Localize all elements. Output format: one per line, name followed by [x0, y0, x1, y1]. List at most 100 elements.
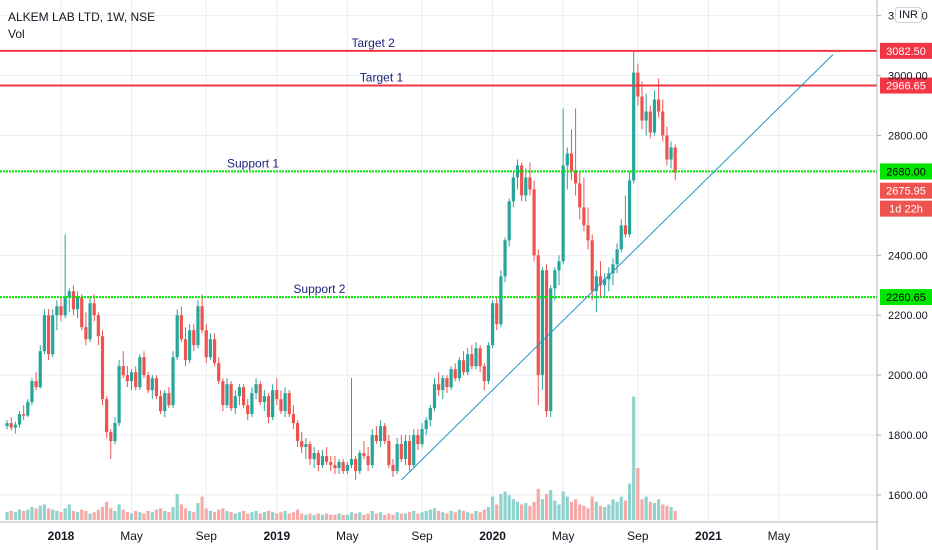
current-price-label: 2675.95 [886, 186, 926, 198]
candle-body [412, 435, 416, 466]
volume-bar [229, 512, 233, 520]
volume-bar [51, 509, 55, 520]
candle-body [441, 378, 445, 391]
volume-bar [59, 512, 63, 520]
candle-body [229, 384, 233, 409]
volume-bar [183, 508, 188, 520]
candle-body [383, 426, 387, 442]
volume-bar [495, 504, 499, 520]
candle-body [470, 354, 474, 367]
volume-bar [403, 513, 408, 520]
volume-bar [408, 512, 412, 520]
volume-bar [499, 494, 503, 520]
volume-bar [358, 512, 362, 520]
candle-body [387, 441, 391, 466]
volume-bar [22, 510, 26, 520]
volume-bar [92, 512, 96, 520]
volume-bar [399, 513, 403, 520]
volume-bar [55, 510, 59, 520]
candle-body [246, 405, 250, 415]
volume-bar [287, 513, 291, 520]
volume-bar [26, 509, 30, 520]
candle-body [138, 357, 142, 388]
trendline-group[interactable] [400, 54, 834, 481]
volume-bar [258, 513, 262, 520]
candle-body [478, 348, 482, 367]
candle-body [30, 381, 34, 403]
volume-bar [308, 513, 312, 520]
volume-bar [536, 488, 540, 520]
volume-bar [594, 501, 598, 520]
currency-badge[interactable]: INR [895, 7, 922, 23]
volume-bar [466, 512, 470, 520]
volume-bar [212, 512, 217, 520]
volume-bar [225, 510, 229, 520]
volume-bar [117, 504, 121, 520]
volume-bar [383, 514, 387, 520]
candle-body [188, 330, 192, 361]
candle-body [233, 396, 237, 409]
candle-body [212, 339, 217, 364]
volume-bar [105, 501, 109, 520]
volume-bar [565, 496, 569, 520]
candle-body [474, 348, 478, 367]
candle-body [117, 366, 121, 424]
volume-bar [192, 512, 196, 520]
volume-bar [449, 510, 453, 520]
volume-bar [619, 496, 623, 520]
volume-bar [30, 507, 34, 520]
volume-bar [603, 507, 607, 520]
candle-body [100, 336, 105, 400]
trendline[interactable] [400, 54, 834, 481]
candle-body [574, 171, 578, 184]
candle-body [586, 225, 590, 241]
candle-body [648, 111, 652, 133]
volume-bar [142, 513, 146, 520]
candle-body [146, 375, 150, 391]
time-tick-label: May [120, 529, 143, 543]
volume-bar [167, 512, 171, 520]
candle-body [88, 303, 92, 340]
candle-body [657, 99, 661, 112]
volume-bar [586, 508, 590, 520]
volume-bar [179, 504, 183, 520]
candle-body [59, 306, 63, 316]
candle-body [26, 402, 30, 416]
candle-body [673, 147, 677, 173]
candle-body [109, 432, 113, 442]
countdown-label: 1d 22h [889, 204, 923, 216]
volume-bar [121, 509, 125, 520]
candle-body [495, 303, 499, 325]
candle-body [536, 255, 540, 376]
candle-body [258, 384, 262, 403]
candle-body [374, 435, 378, 442]
candle-body [80, 297, 84, 328]
volume-bar [623, 500, 627, 520]
candle-body [287, 393, 291, 415]
candle-body [304, 444, 308, 448]
volume-bar [233, 513, 237, 520]
candle-body [615, 249, 619, 265]
candle-body [316, 453, 320, 466]
candle-body [544, 270, 549, 412]
volume-bar [300, 513, 304, 520]
candle-body [71, 291, 76, 310]
candle-body [511, 177, 515, 202]
candle-body [640, 96, 644, 121]
volume-bar [345, 514, 349, 520]
candle-body [225, 384, 229, 406]
candle-body [320, 456, 325, 466]
candle-body [594, 276, 598, 292]
volume-bar [598, 505, 603, 520]
volume-bar [329, 514, 333, 520]
countdown-tag-bg [880, 200, 932, 217]
volume-bar [237, 512, 242, 520]
current-price-tag-bg [880, 182, 932, 199]
volume-bar [652, 503, 657, 520]
volume-bar [146, 510, 150, 520]
volume-bar [673, 510, 677, 520]
candle-body [416, 435, 420, 445]
candle-body [291, 414, 295, 424]
